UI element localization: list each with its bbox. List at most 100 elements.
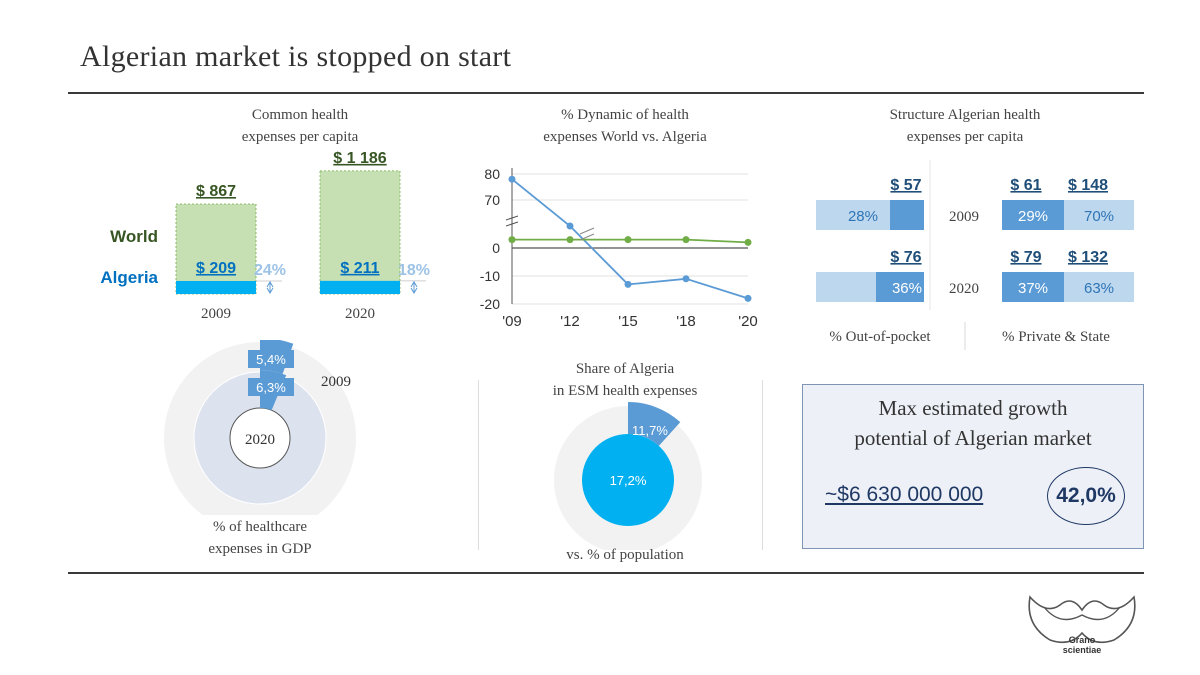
panel1-title: Common health expenses per capita — [180, 104, 420, 148]
panel2-chart: 80 70 0 -10 -20'09 '12 '15 '18 '20 — [480, 166, 758, 330]
out-of-pocket-legend: % Out-of-pocket — [829, 329, 931, 345]
algeria-bar — [176, 280, 256, 294]
panel5-chart: 11,7% 17,2% — [554, 402, 702, 550]
panel4-caption-line1: % of healthcare — [212, 519, 308, 535]
world-bar — [319, 170, 401, 295]
outer-slice-label: 5,4% — [256, 352, 286, 367]
panel3-title-line1: Structure Algerian health — [889, 107, 1041, 123]
panel3-title-line2: expenses per capita — [906, 129, 1024, 145]
growth-title-line1: Max estimated growth — [878, 396, 1068, 420]
y-tick-label: 80 — [484, 166, 500, 182]
out-of-pocket-bar — [890, 200, 924, 230]
x-tick-label: '18 — [676, 313, 696, 330]
algeria-bar — [320, 280, 400, 294]
state-value: $ 148 — [1068, 177, 1108, 194]
share-arrow-heads — [266, 281, 274, 294]
out-of-pocket-percent: 28% — [848, 208, 878, 225]
out-of-pocket-value: $ 76 — [890, 249, 921, 266]
panel3-title: Structure Algerian health expenses per c… — [830, 104, 1100, 148]
algeria-value-label: $ 209 — [196, 260, 236, 277]
growth-title: Max estimated growth potential of Algeri… — [803, 393, 1143, 453]
state-percent: 63% — [1084, 280, 1114, 297]
y-tick-label: -10 — [480, 268, 500, 284]
panel4-chart: 5,4% 6,3% 2020 2009 — [164, 340, 356, 515]
panel2-title-line1: % Dynamic of health — [561, 107, 689, 123]
inner-slice-label-bg — [248, 378, 294, 396]
panel1-title-line2: expenses per capita — [241, 129, 359, 145]
growth-title-line2: potential of Algerian market — [854, 426, 1092, 450]
data-point — [682, 275, 690, 283]
growth-box: Max estimated growth potential of Algeri… — [802, 384, 1144, 549]
x-tick-label: '12 — [560, 313, 580, 330]
panel2-title: % Dynamic of health expenses World vs. A… — [490, 104, 760, 148]
data-point — [624, 236, 632, 244]
x-tick-label: '09 — [502, 313, 522, 330]
panel-separator-left — [478, 380, 479, 550]
y-tick-label: 0 — [492, 240, 500, 256]
page-title: Algerian market is stopped on start — [80, 40, 512, 73]
private-value: $ 79 — [1010, 249, 1041, 266]
growth-percent-circle — [1047, 467, 1125, 525]
out-of-pocket-percent: 36% — [892, 280, 922, 297]
line-break-marker — [579, 227, 595, 241]
panel5-title-line2: in ESM health expenses — [552, 383, 698, 399]
panel4-caption: % of healthcare expenses in GDP — [160, 516, 360, 560]
title-divider — [68, 92, 1144, 94]
inner-ring-label: 2020 — [245, 432, 275, 448]
share-percent-label: 18% — [398, 262, 430, 279]
y-tick-label: -20 — [480, 296, 500, 312]
year-label: 2009 — [949, 209, 979, 225]
logo-text-line1: Grano — [1069, 635, 1096, 645]
panel5-caption: vs. % of population — [566, 547, 684, 563]
population-circle — [582, 434, 674, 526]
inner-slice-label: 6,3% — [256, 380, 286, 395]
year-label: 2020 — [949, 281, 979, 297]
panel-separator-right — [762, 380, 763, 550]
out-of-pocket-bar — [876, 272, 924, 302]
health-expenses-slice-label: 11,7% — [632, 423, 668, 438]
world-value-label: $ 867 — [196, 183, 236, 200]
logo-text-line2: scientiae — [1063, 645, 1102, 655]
data-point — [682, 236, 690, 244]
growth-amount: ~$6 630 000 000 — [825, 483, 984, 506]
share-percent-label: 24% — [254, 262, 286, 279]
panel5-title-line1: Share of Algeria — [575, 361, 675, 377]
private-percent: 37% — [1018, 280, 1048, 297]
population-label: 17,2% — [610, 473, 647, 488]
panel5-title: Share of Algeria in ESM health expenses — [500, 358, 750, 402]
private-bar — [1002, 272, 1064, 302]
growth-percent: 42,0% — [1056, 484, 1116, 507]
data-point — [744, 294, 752, 302]
axis-break-marker — [505, 215, 519, 227]
health-expenses-slice — [628, 402, 681, 446]
panel1-chart: World Algeria $ 867 $ 209 24% 2009 $ 1 186 $ 21… — [100, 150, 430, 322]
panel3-chart: 28% $ 57 2009 29% 70% $ 61 $ 148 36% $ 76 2020 37%… — [816, 160, 1134, 350]
private-state-legend: % Private & State — [1002, 329, 1110, 345]
bottom-divider — [68, 572, 1144, 574]
algeria-series-label: Algeria — [100, 268, 158, 287]
data-point — [624, 280, 632, 288]
y-tick-label: 70 — [484, 192, 500, 208]
share-arrow-heads — [410, 280, 418, 294]
state-bar — [1064, 200, 1134, 230]
world-bar — [175, 203, 257, 295]
world-series-label: World — [110, 227, 158, 246]
state-percent: 70% — [1084, 208, 1114, 225]
panel4-caption-line2: expenses in GDP — [208, 541, 312, 557]
panel2-title-line2: expenses World vs. Algeria — [543, 129, 707, 145]
category-label: 2020 — [345, 306, 375, 322]
outer-ring-label: 2009 — [321, 374, 351, 390]
algeria-value-label: $ 211 — [340, 260, 379, 277]
category-label: 2009 — [201, 306, 231, 322]
data-point — [744, 238, 752, 246]
x-tick-label: '20 — [738, 313, 758, 330]
data-point — [566, 222, 574, 230]
state-bar — [1064, 272, 1134, 302]
data-point — [508, 236, 516, 244]
data-point — [566, 236, 574, 244]
outer-slice-label-bg — [248, 350, 294, 368]
private-bar — [1002, 200, 1064, 230]
grano-scientiae-logo: Grano scientiae — [1028, 595, 1136, 655]
out-of-pocket-value: $ 57 — [890, 177, 921, 194]
data-point — [508, 175, 516, 183]
